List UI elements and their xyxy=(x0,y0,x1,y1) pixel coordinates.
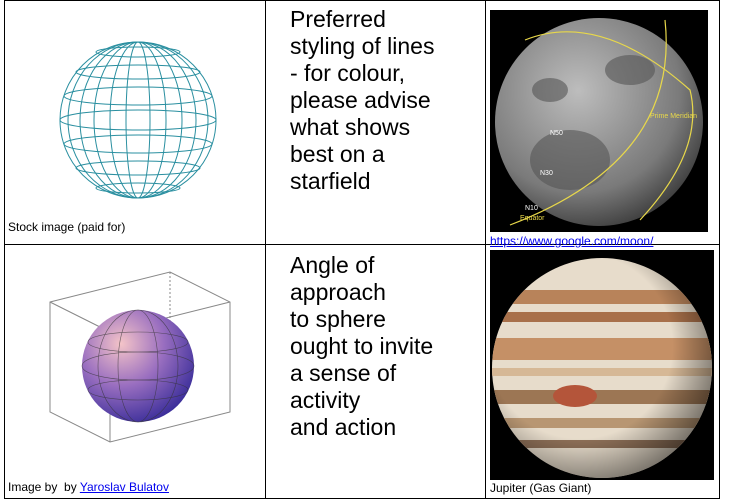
link[interactable]: https://www.google.com/moon/ xyxy=(490,234,653,248)
map-label: N50 xyxy=(550,130,563,137)
caption: Stock image (paid for) xyxy=(8,220,125,234)
link[interactable]: Yaroslav Bulatov xyxy=(80,480,169,494)
moon-image: N50 N30 N10 Equator Prime Meridian xyxy=(490,10,708,232)
text-line: - for colour, xyxy=(290,60,434,87)
text-line: a sense of xyxy=(290,360,433,387)
map-label: N10 xyxy=(525,205,538,212)
caption: Jupiter (Gas Giant) xyxy=(490,481,591,495)
sphere-in-box xyxy=(40,262,240,452)
text-line: what shows xyxy=(290,114,434,141)
text-line: starfield xyxy=(290,168,434,195)
map-label: Prime Meridian xyxy=(650,113,697,120)
table-border xyxy=(4,0,720,1)
caption: Image by by Yaroslav Bulatov xyxy=(8,480,169,494)
table-border xyxy=(265,0,266,499)
map-label: Equator xyxy=(520,215,545,222)
text-line: Preferred xyxy=(290,6,434,33)
table-border xyxy=(4,498,720,499)
text-line: to sphere xyxy=(290,306,433,333)
text-line: and action xyxy=(290,414,433,441)
text-line: Angle of xyxy=(290,252,433,279)
text-line: styling of lines xyxy=(290,33,434,60)
text-line: best on a xyxy=(290,141,434,168)
map-label: N30 xyxy=(540,170,553,177)
table-border xyxy=(719,0,720,499)
text-line: please advise xyxy=(290,87,434,114)
text-line: approach xyxy=(290,279,433,306)
text-line: activity xyxy=(290,387,433,414)
table-border xyxy=(4,0,5,499)
text-line: ought to invite xyxy=(290,333,433,360)
page: Stock image (paid for) Preferredstyling … xyxy=(0,0,756,500)
wireframe-globe xyxy=(48,30,228,210)
caption-text: Image by by xyxy=(8,480,80,494)
jupiter-image xyxy=(490,250,714,480)
table-border xyxy=(485,0,486,499)
